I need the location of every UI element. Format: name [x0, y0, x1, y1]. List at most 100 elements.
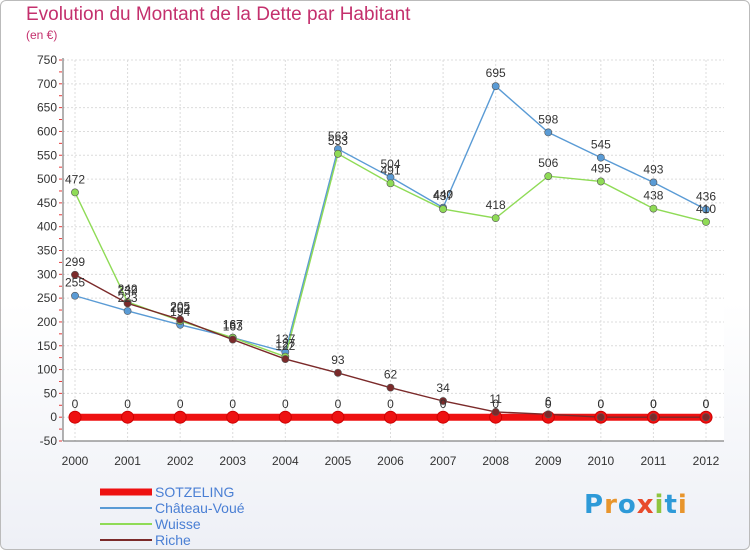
data-label: 0 [703, 397, 710, 411]
data-label: 545 [591, 138, 611, 152]
chart-subtitle: (en €) [26, 28, 58, 42]
data-label: 418 [486, 198, 506, 212]
y-tick-label: 500 [37, 172, 57, 186]
x-tick-label: 2003 [219, 454, 246, 468]
logo-letter: o [617, 490, 637, 520]
x-tick-label: 2007 [430, 454, 457, 468]
data-label: 495 [591, 161, 611, 175]
data-point [123, 299, 132, 308]
data-label: 205 [170, 300, 190, 314]
data-label: 0 [492, 397, 499, 411]
y-tick-label: 350 [37, 244, 57, 258]
data-label: 0 [72, 397, 79, 411]
data-point [228, 335, 237, 344]
logo-letter: t [664, 490, 678, 520]
x-tick-label: 2004 [272, 454, 299, 468]
data-point [386, 179, 395, 188]
y-tick-label: 300 [37, 267, 57, 281]
data-label: 491 [380, 163, 400, 177]
data-label: 472 [65, 172, 85, 186]
x-tick-label: 2005 [325, 454, 352, 468]
data-label: 553 [328, 134, 348, 148]
y-tick-label: 700 [37, 77, 57, 91]
data-label: 167 [223, 318, 243, 332]
logo-letter: r [604, 490, 618, 520]
data-label: 0 [650, 397, 657, 411]
data-label: 695 [486, 66, 506, 80]
x-tick-label: 2006 [377, 454, 404, 468]
data-label: 255 [65, 276, 85, 290]
x-tick-label: 2009 [535, 454, 562, 468]
data-point [334, 149, 342, 158]
data-point [491, 214, 500, 223]
logo-letter: x [636, 490, 655, 520]
data-point [649, 413, 658, 422]
data-point [702, 218, 710, 226]
data-label: 598 [538, 112, 558, 126]
x-tick-label: 2010 [587, 454, 614, 468]
x-tick-label: 2001 [114, 454, 141, 468]
data-point [491, 408, 500, 416]
data-label: 6 [545, 394, 552, 408]
y-tick-label: 450 [37, 196, 57, 210]
proxiti-logo: Proxiti [584, 490, 688, 520]
data-point [334, 368, 342, 377]
data-label: 0 [597, 397, 604, 411]
data-point [491, 82, 500, 91]
data-label: 202 [170, 301, 190, 315]
plot-area [63, 60, 724, 441]
data-point [436, 410, 450, 424]
data-label: 223 [118, 291, 138, 305]
data-point [71, 270, 79, 279]
data-label: 163 [223, 320, 243, 334]
data-label: 437 [433, 189, 453, 203]
logo-letter: i [677, 490, 688, 520]
data-label: 127 [275, 337, 295, 351]
legend-label: Château-Voué [155, 500, 245, 516]
data-point [121, 410, 135, 424]
x-tick-label: 2008 [482, 454, 509, 468]
data-label: 0 [440, 397, 447, 411]
data-label: 410 [696, 202, 716, 216]
data-label: 0 [124, 397, 131, 411]
data-label: 194 [170, 305, 190, 319]
data-label: 0 [335, 397, 342, 411]
y-tick-label: 50 [44, 386, 58, 400]
x-tick-label: 2002 [167, 454, 194, 468]
data-label: 493 [643, 162, 663, 176]
legend-label: Wuisse [155, 516, 201, 532]
y-tick-label: 400 [37, 220, 57, 234]
legend-label: Riche [155, 532, 191, 548]
y-tick-label: 200 [37, 315, 57, 329]
data-label: 438 [643, 189, 663, 203]
data-label: 93 [331, 353, 345, 367]
data-label: 506 [538, 156, 558, 170]
data-point [386, 383, 395, 392]
data-label: 242 [118, 282, 138, 296]
data-point [226, 410, 240, 424]
data-label: 504 [380, 157, 400, 171]
data-label: 11 [489, 392, 502, 406]
x-tick-label: 2000 [62, 454, 89, 468]
y-tick-label: 150 [37, 339, 57, 353]
data-label: 62 [384, 368, 398, 382]
data-point [439, 205, 447, 213]
data-point [596, 153, 605, 162]
data-label: 0 [597, 397, 604, 411]
logo-letter: i [654, 490, 665, 520]
data-point [649, 178, 658, 187]
data-label: 0 [282, 397, 289, 411]
data-label: 436 [696, 190, 716, 204]
data-point [596, 177, 605, 186]
data-label: 0 [650, 397, 657, 411]
data-point [68, 410, 82, 424]
data-point [702, 413, 710, 422]
data-label: 299 [65, 255, 85, 269]
data-label: 0 [703, 397, 710, 411]
data-point [71, 291, 79, 300]
data-point [544, 128, 553, 137]
data-point [278, 410, 292, 424]
data-label: 0 [229, 397, 236, 411]
data-point [71, 188, 79, 197]
